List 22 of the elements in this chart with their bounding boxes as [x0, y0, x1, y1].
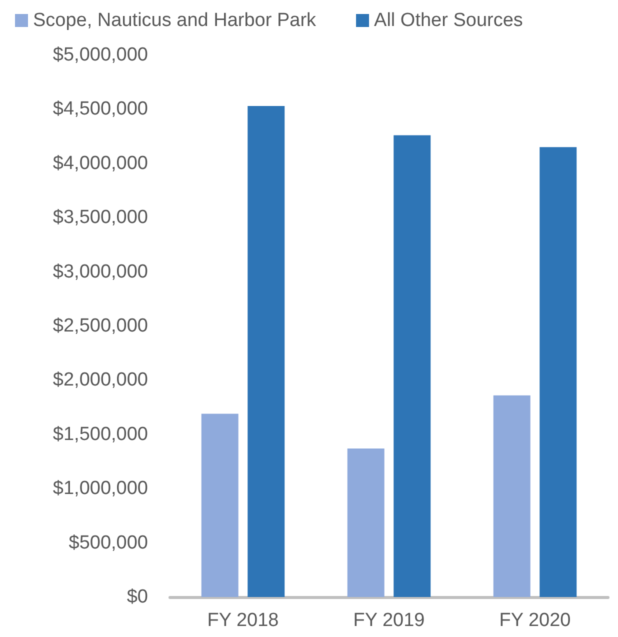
bar	[347, 448, 384, 597]
bar	[394, 135, 431, 597]
y-tick-label: $5,000,000	[52, 44, 148, 66]
bar	[201, 414, 238, 597]
bar	[493, 395, 530, 597]
y-tick-label: $3,000,000	[52, 261, 148, 282]
y-tick-label: $1,000,000	[52, 478, 148, 500]
x-tick-label: FY 2020	[499, 610, 571, 631]
y-tick-label: $2,000,000	[52, 370, 148, 391]
bar	[540, 147, 577, 597]
y-tick-label: $500,000	[68, 532, 148, 554]
y-tick-label: $3,500,000	[52, 207, 148, 228]
y-tick-label: $1,500,000	[52, 424, 148, 445]
y-tick-label: $4,500,000	[52, 98, 148, 120]
y-tick-label: $4,000,000	[52, 152, 148, 174]
legend-label: Scope, Nauticus and Harbor Park	[33, 10, 317, 31]
x-tick-label: FY 2019	[353, 610, 425, 631]
bar	[248, 106, 285, 597]
y-tick-label: $0	[126, 586, 148, 608]
y-tick-label: $2,500,000	[52, 316, 148, 336]
x-tick-label: FY 2018	[207, 610, 279, 631]
legend-label: All Other Sources	[374, 10, 523, 31]
